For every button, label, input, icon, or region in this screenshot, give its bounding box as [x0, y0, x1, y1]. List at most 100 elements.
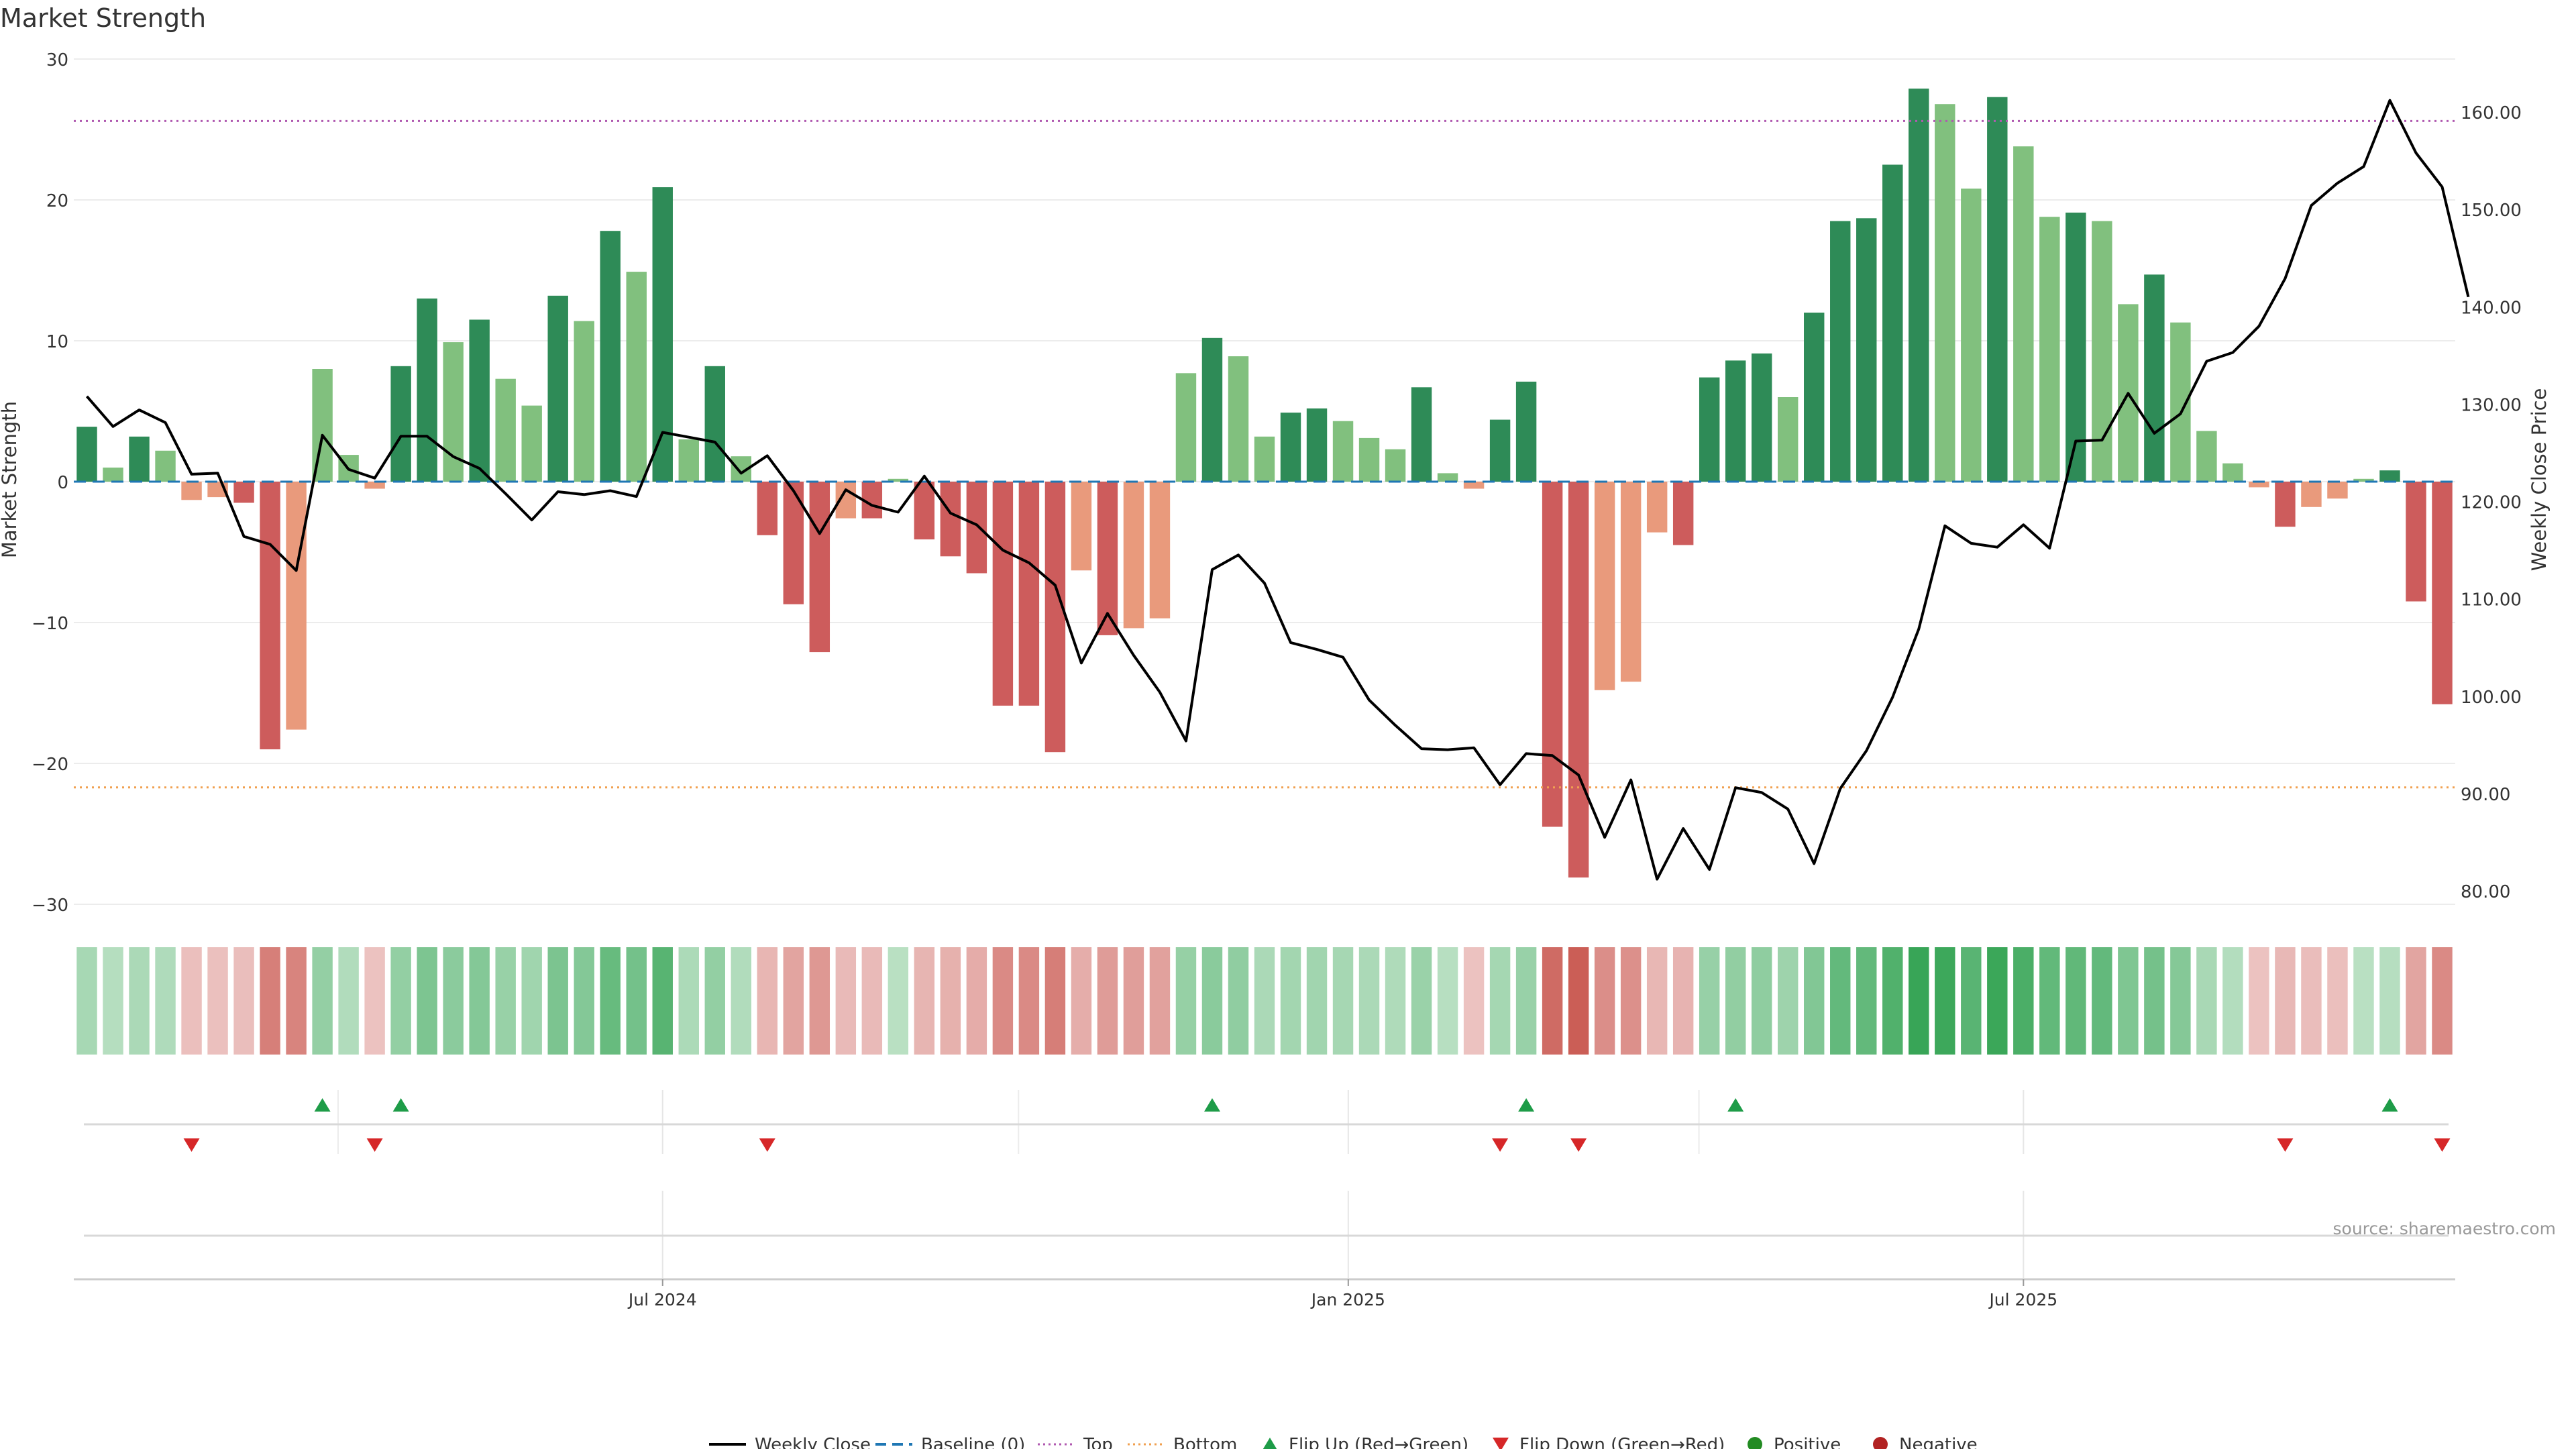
strength-bar	[1515, 381, 1537, 482]
strength-bar	[1411, 387, 1432, 482]
heat-cell	[1385, 947, 1406, 1055]
flip-down-marker	[183, 1138, 200, 1152]
weekly-close-series	[85, 99, 2470, 881]
strength-bar	[992, 482, 1014, 706]
strength-bar	[260, 482, 280, 749]
strength-bar	[2353, 478, 2374, 482]
heat-cell	[495, 947, 516, 1055]
heat-cell	[1935, 947, 1955, 1055]
strength-bar	[1672, 482, 1694, 545]
flip-up-marker	[1518, 1098, 1535, 1112]
y2-tick-label: 140.00	[2461, 298, 2522, 318]
heat-cell	[1149, 947, 1171, 1055]
strength-bar	[521, 405, 542, 482]
y2-tick-label: 150.00	[2461, 201, 2522, 221]
heat-cell	[207, 947, 228, 1055]
strength-bar	[1830, 221, 1851, 482]
heat-cell	[2353, 947, 2374, 1055]
legend-label: Baseline (0)	[921, 1435, 1025, 1449]
heat-cell	[2379, 947, 2400, 1055]
strength-bar	[1882, 164, 1903, 482]
strength-bar	[76, 427, 97, 482]
y-tick-label: 0	[57, 473, 68, 493]
legend-item: Positive	[1748, 1435, 1841, 1449]
legend-swatch	[1263, 1438, 1277, 1449]
strength-bar	[2196, 431, 2217, 482]
heat-cell	[155, 947, 176, 1055]
flip-up-marker	[1203, 1098, 1220, 1112]
heat-cell	[1358, 947, 1380, 1055]
legend-item: Weekly Close	[709, 1435, 871, 1449]
heat-cell	[1830, 947, 1851, 1055]
heat-cell	[678, 947, 699, 1055]
strength-bar	[2222, 463, 2243, 482]
strength-bar	[2013, 146, 2034, 482]
heat-cell	[992, 947, 1014, 1055]
strength-bar	[2144, 274, 2165, 482]
heat-cell	[1672, 947, 1694, 1055]
strength-bar	[1385, 449, 1406, 482]
strength-bar	[1149, 482, 1171, 619]
y2-axis-label: Weekly Close Price	[2528, 388, 2551, 572]
y-tick-label: −30	[32, 896, 68, 916]
flip-down-marker	[2277, 1138, 2294, 1152]
heat-cell	[1856, 947, 1877, 1055]
x-axis: Jul 2024 Jan 2025 Jul 2025	[74, 1278, 2455, 1309]
y-tick-label: −20	[32, 755, 68, 775]
y2-tick-label: 110.00	[2461, 590, 2522, 610]
strength-bar	[1961, 189, 1982, 482]
heat-cell	[1778, 947, 1799, 1055]
heat-cell	[1515, 947, 1537, 1055]
heat-cell	[547, 947, 568, 1055]
strength-bar	[652, 187, 673, 482]
strength-bar	[1856, 218, 1877, 482]
heat-cell	[2039, 947, 2060, 1055]
strength-bar	[2379, 470, 2400, 482]
strength-bar	[129, 436, 150, 482]
heat-cell	[1411, 947, 1432, 1055]
heat-cell	[1804, 947, 1825, 1055]
strength-bar	[103, 468, 123, 482]
strength-bar	[940, 482, 961, 557]
heat-cell	[521, 947, 542, 1055]
legend-swatch	[1873, 1437, 1888, 1449]
strength-bar	[757, 482, 778, 535]
chart-title: Market Strength	[0, 3, 206, 33]
heat-cell	[626, 947, 647, 1055]
y2-tick-label: 90.00	[2461, 785, 2510, 805]
heat-cell	[1961, 947, 1982, 1055]
y2-tick-label: 130.00	[2461, 395, 2522, 415]
heat-cell	[652, 947, 673, 1055]
source-label: source: sharemaestro.com	[2332, 1219, 2557, 1238]
legend-label: Positive	[1774, 1435, 1841, 1449]
strength-bar	[678, 439, 699, 482]
heat-strip	[76, 947, 2453, 1055]
strength-bar	[1071, 482, 1092, 571]
strength-bar	[2327, 482, 2348, 499]
legend-label: Negative	[1899, 1435, 1978, 1449]
strength-bar	[1568, 482, 1589, 878]
strength-bar	[2249, 482, 2269, 488]
heat-cell	[757, 947, 778, 1055]
heat-cell	[2196, 947, 2217, 1055]
strength-bar	[1542, 482, 1563, 827]
heat-cell	[1568, 947, 1589, 1055]
heat-cell	[2275, 947, 2296, 1055]
heat-cell	[1175, 947, 1197, 1055]
strength-bar	[2432, 482, 2453, 704]
heat-cell	[704, 947, 725, 1055]
strength-bar	[888, 478, 909, 482]
heat-cell	[260, 947, 280, 1055]
strength-bar	[155, 450, 176, 482]
flip-up-marker	[314, 1098, 331, 1112]
heat-cell	[2092, 947, 2112, 1055]
strength-bar	[2406, 482, 2426, 602]
strength-bar	[1699, 377, 1720, 482]
heat-cell	[731, 947, 751, 1055]
heat-cell	[1228, 947, 1249, 1055]
heat-cell	[2327, 947, 2348, 1055]
heat-cell	[2065, 947, 2086, 1055]
heat-cell	[2144, 947, 2165, 1055]
heat-cell	[1254, 947, 1275, 1055]
heat-cell	[2406, 947, 2426, 1055]
